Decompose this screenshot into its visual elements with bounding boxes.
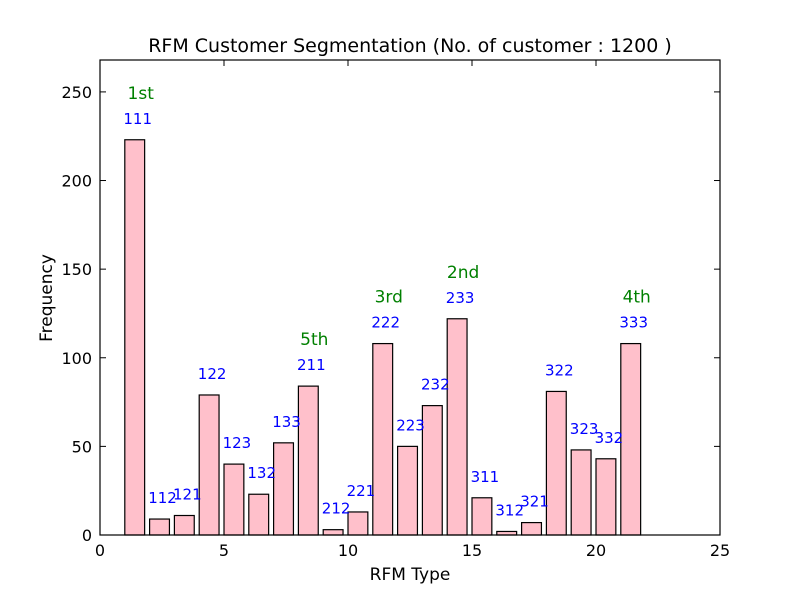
bar-label-321: 321 [520,493,549,511]
x-tick-label-20: 20 [586,541,606,560]
bar-223 [397,445,419,536]
bar-label-123: 123 [223,434,252,452]
bar-221 [347,511,369,536]
bar-label-132: 132 [247,464,276,482]
bar-label-211: 211 [297,356,326,374]
y-axis-ticks: 0 50 100 150 200 250 [61,83,720,545]
bar-label-322: 322 [545,361,574,379]
bar-212 [322,529,344,536]
bar-label-112: 112 [148,489,177,507]
bar-132 [248,493,270,536]
y-tick-label-200: 200 [61,172,92,191]
bar-label-223: 223 [396,416,425,434]
bar-label-333: 333 [619,314,648,332]
bar-label-133: 133 [272,413,301,431]
bar-label-111: 111 [123,110,152,128]
bars-layer [124,139,642,536]
bar-232 [421,405,443,536]
bar-323 [570,449,592,536]
bar-123 [223,463,245,536]
x-tick-label-15: 15 [462,541,482,560]
y-tick-label-150: 150 [61,260,92,279]
bar-211 [297,385,319,536]
x-tick-label-5: 5 [219,541,229,560]
chart-title: RFM Customer Segmentation (No. of custom… [148,35,672,57]
rank-label-211: 5th [300,330,328,350]
x-tick-label-0: 0 [95,541,105,560]
bar-333 [620,342,642,536]
y-tick-label-250: 250 [61,83,92,102]
bar-label-221: 221 [347,482,376,500]
plot-frame [99,59,721,536]
bar-112 [149,518,171,536]
bar-label-222: 222 [371,314,400,332]
y-tick-label-50: 50 [72,437,92,456]
rank-label-111: 1st [128,84,155,104]
y-tick-label-100: 100 [61,349,92,368]
bar-322 [545,390,567,536]
bar-label-311: 311 [471,468,500,486]
x-axis-label: RFM Type [370,565,451,585]
bar-label-212: 212 [322,500,351,518]
bar-233 [446,318,468,536]
bar-label-323: 323 [570,420,599,438]
bar-332 [595,458,617,536]
y-axis-label: Frequency [37,254,57,342]
bar-133 [273,442,295,536]
bar-label-121: 121 [173,486,202,504]
bar-222 [372,342,394,536]
bar-label-233: 233 [446,289,475,307]
y-tick-label-0: 0 [82,526,92,545]
rank-label-333: 4th [623,288,651,308]
x-axis-ticks: 0 5 10 15 20 25 [95,60,730,560]
bar-label-332: 332 [595,429,624,447]
bar-122 [198,394,220,536]
x-tick-label-10: 10 [338,541,358,560]
bar-121 [173,514,195,536]
bar-321 [520,521,543,536]
bar-label-232: 232 [421,376,450,394]
bar-label-122: 122 [198,365,227,383]
bar-111 [124,139,146,536]
rank-label-222: 3rd [375,288,403,308]
bar-label-312: 312 [495,501,524,519]
bar-311 [471,497,493,536]
rank-label-233: 2nd [447,263,479,283]
x-tick-label-25: 25 [710,541,730,560]
